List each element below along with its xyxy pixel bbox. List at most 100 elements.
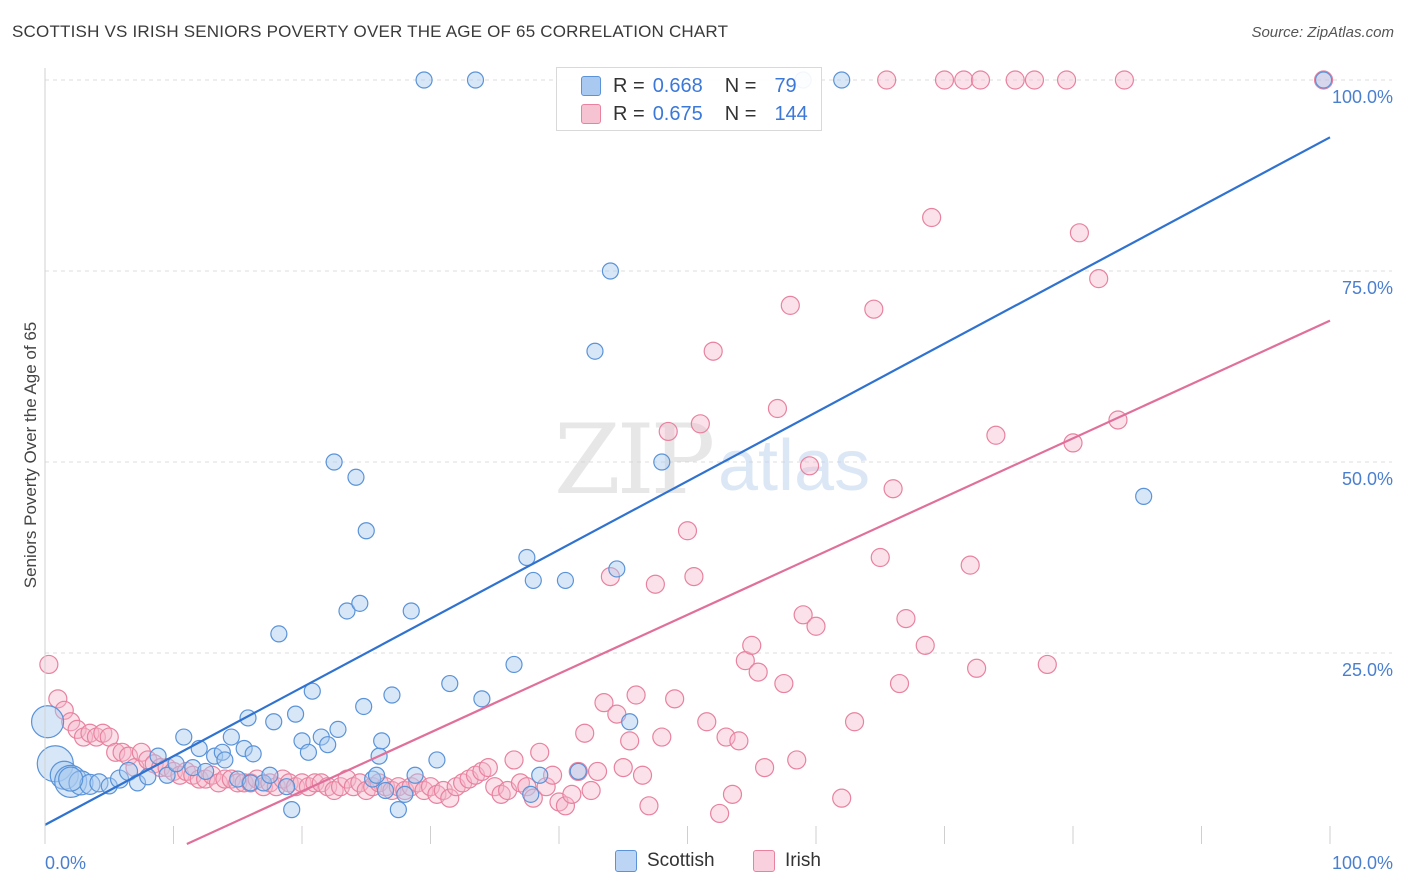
scottish-point bbox=[556, 571, 575, 590]
legend-row-scottish: R = 0.668 N = 79 bbox=[581, 73, 797, 99]
irish-point bbox=[954, 70, 974, 90]
scottish-point bbox=[505, 655, 523, 674]
scottish-point bbox=[389, 801, 407, 819]
scottish-point bbox=[531, 766, 549, 784]
irish-point bbox=[729, 731, 749, 751]
scottish-point bbox=[441, 674, 459, 693]
scottish-point bbox=[299, 743, 318, 761]
irish-point bbox=[754, 757, 775, 778]
scottish-point bbox=[569, 762, 587, 781]
scottish-point bbox=[229, 770, 247, 788]
irish-point bbox=[575, 723, 595, 743]
irish-point bbox=[420, 777, 441, 797]
irish-point bbox=[613, 757, 633, 778]
irish-point bbox=[922, 207, 942, 228]
scottish-point bbox=[89, 773, 109, 793]
irish-point bbox=[118, 746, 139, 766]
irish-point bbox=[658, 421, 678, 442]
irish-point bbox=[48, 689, 68, 709]
irish-point bbox=[1005, 70, 1025, 90]
series-legend: Scottish Irish bbox=[0, 850, 1406, 878]
watermark-atlas: atlas bbox=[718, 426, 870, 506]
irish-point bbox=[587, 761, 608, 782]
irish-points bbox=[39, 70, 1334, 824]
irish-swatch bbox=[753, 850, 775, 872]
scottish-point bbox=[216, 751, 234, 769]
scottish-point bbox=[402, 602, 420, 620]
legend-row-irish: R = 0.675 N = 144 bbox=[581, 101, 808, 127]
scottish-point bbox=[522, 785, 540, 803]
irish-trend-line bbox=[186, 319, 1331, 846]
irish-point bbox=[433, 780, 453, 801]
irish-point bbox=[716, 727, 736, 747]
irish-point bbox=[632, 765, 653, 785]
scottish-point bbox=[608, 560, 626, 578]
scottish-point bbox=[367, 766, 386, 784]
scottish-point bbox=[653, 453, 671, 471]
zipatlas-watermark: ZIP atlas bbox=[554, 404, 870, 516]
scottish-point bbox=[270, 625, 288, 643]
irish-point bbox=[626, 685, 646, 705]
irish-point bbox=[485, 777, 505, 797]
scottish-point bbox=[406, 766, 424, 784]
scottish-point bbox=[329, 720, 347, 739]
scottish-point bbox=[373, 732, 391, 750]
scottish-point bbox=[242, 774, 260, 792]
irish-point bbox=[967, 658, 987, 678]
irish-point bbox=[774, 673, 794, 694]
scottish-point bbox=[347, 468, 365, 486]
scottish-point bbox=[376, 781, 395, 800]
irish-point bbox=[1089, 269, 1109, 289]
scottish-swatch bbox=[581, 76, 601, 96]
scottish-point bbox=[415, 71, 433, 89]
irish-point bbox=[742, 635, 762, 655]
scottish-point bbox=[518, 548, 536, 567]
legend-r-value: 0.668 bbox=[652, 74, 703, 97]
irish-point bbox=[61, 712, 81, 732]
legend-item-irish[interactable]: Irish bbox=[753, 850, 821, 872]
irish-point bbox=[568, 761, 588, 782]
scottish-point bbox=[833, 71, 851, 89]
scottish-point bbox=[473, 690, 491, 708]
irish-point bbox=[504, 750, 524, 770]
scottish-point bbox=[277, 778, 296, 796]
irish-point bbox=[1056, 70, 1077, 90]
irish-point bbox=[799, 456, 820, 476]
scottish-point bbox=[244, 745, 262, 763]
irish-point bbox=[710, 803, 730, 824]
irish-point bbox=[677, 521, 698, 541]
scottish-point bbox=[396, 785, 414, 803]
chart-title: SCOTTISH VS IRISH SENIORS POVERTY OVER T… bbox=[12, 22, 729, 41]
irish-point bbox=[877, 70, 897, 90]
irish-point bbox=[793, 605, 813, 625]
irish-point bbox=[594, 693, 614, 713]
scottish-point bbox=[357, 522, 375, 540]
scottish-point bbox=[197, 762, 215, 781]
scottish-point bbox=[621, 713, 639, 731]
irish-point bbox=[639, 796, 659, 816]
scottish-point bbox=[586, 342, 604, 360]
scottish-trend-line bbox=[44, 136, 1331, 826]
irish-point bbox=[767, 398, 788, 419]
source-label: Source: ZipAtlas.com bbox=[1251, 24, 1394, 41]
irish-point bbox=[915, 635, 935, 655]
legend-n-label: N = bbox=[724, 102, 757, 125]
irish-point bbox=[1114, 70, 1135, 90]
irish-point bbox=[748, 662, 768, 682]
y-tick-label: 25.0% bbox=[1342, 660, 1393, 680]
scottish-point bbox=[235, 739, 253, 758]
irish-point bbox=[806, 616, 826, 636]
scottish-point bbox=[355, 697, 373, 716]
scottish-point bbox=[30, 705, 65, 739]
legend-r-label: R = bbox=[613, 102, 645, 125]
legend-r-label: R = bbox=[613, 74, 645, 97]
irish-point bbox=[562, 784, 582, 804]
scottish-point bbox=[222, 728, 240, 746]
irish-point bbox=[684, 566, 704, 587]
irish-point bbox=[722, 784, 743, 804]
legend-item-scottish[interactable]: Scottish bbox=[615, 850, 715, 872]
irish-point bbox=[555, 796, 576, 816]
irish-point bbox=[440, 788, 460, 808]
legend-n-label: N = bbox=[724, 74, 757, 97]
